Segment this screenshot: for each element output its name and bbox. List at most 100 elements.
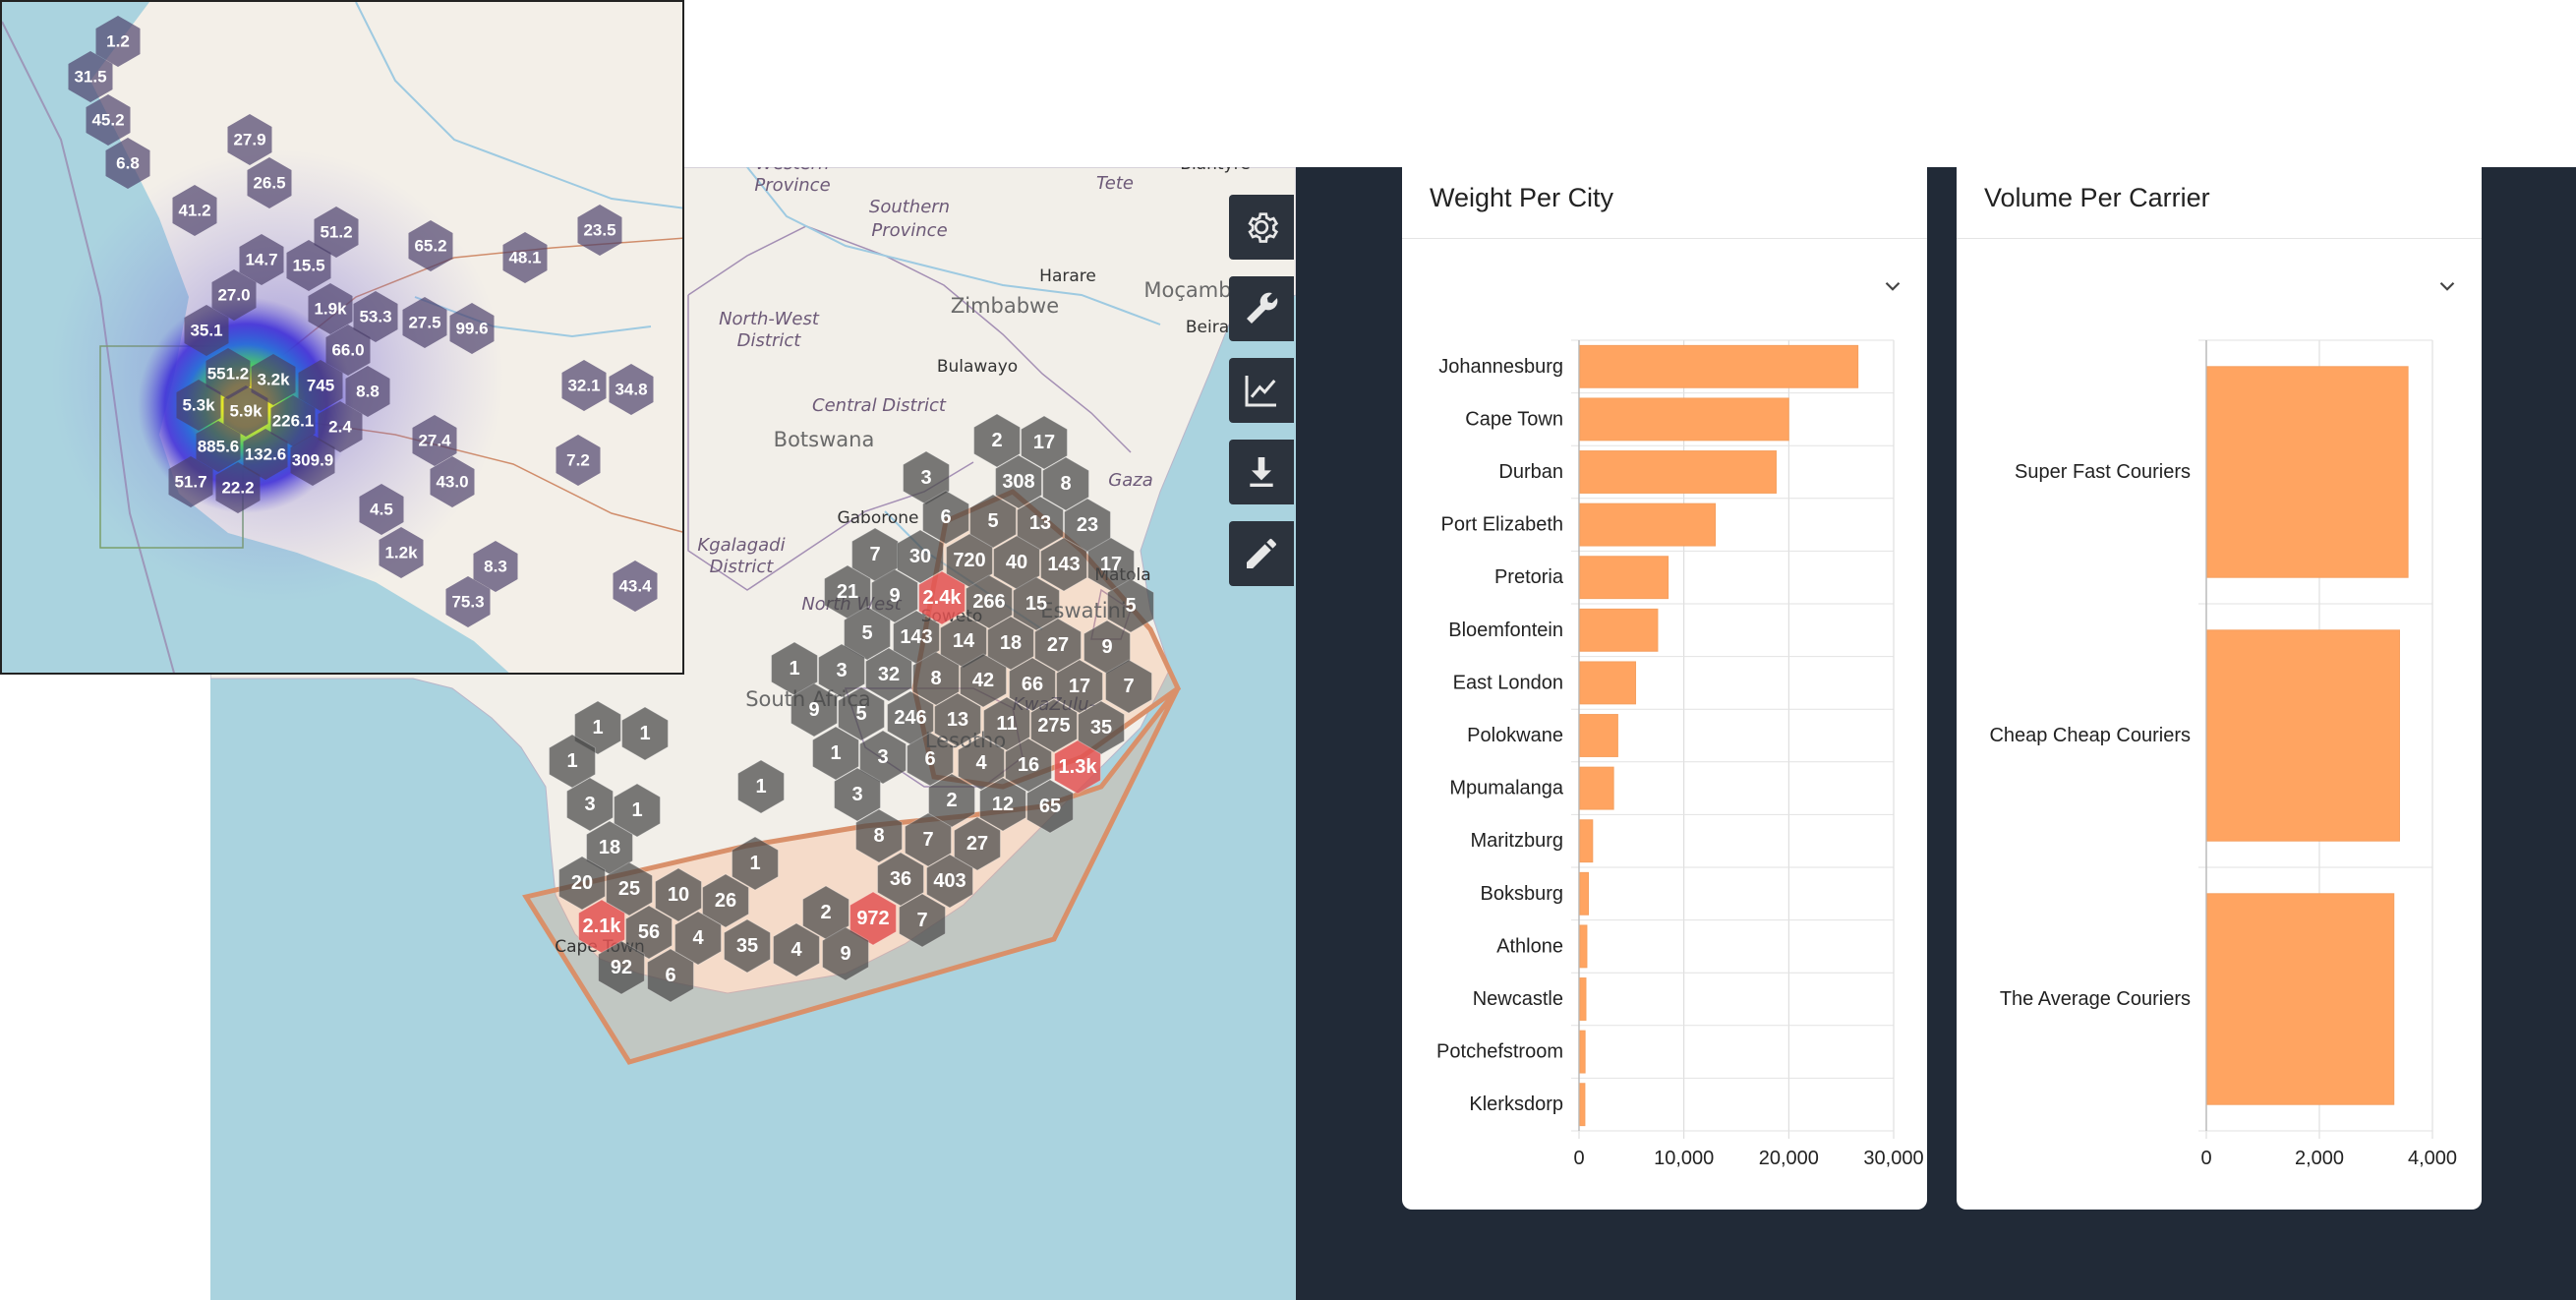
- map-hex-cluster[interactable]: 5: [1107, 578, 1154, 633]
- inset-hex-cluster[interactable]: 4.5: [359, 484, 404, 535]
- bar[interactable]: [2206, 629, 2400, 842]
- map-hex-cluster[interactable]: 16: [1005, 738, 1052, 793]
- bar[interactable]: [1579, 924, 1588, 969]
- inset-hex-cluster[interactable]: 5.3k: [176, 380, 221, 431]
- settings-button[interactable]: [1229, 195, 1294, 260]
- inset-hex-cluster[interactable]: 45.2: [86, 94, 131, 146]
- map-hex-cluster[interactable]: 143: [893, 610, 940, 665]
- map-hex-cluster[interactable]: 17: [1087, 537, 1135, 592]
- chevron-down-icon[interactable]: [2434, 273, 2460, 299]
- bar[interactable]: [1579, 450, 1777, 494]
- map-hex-cluster[interactable]: 9: [871, 568, 918, 623]
- bar[interactable]: [1579, 556, 1669, 600]
- bar[interactable]: [2206, 893, 2395, 1105]
- map-hex-cluster[interactable]: 18: [586, 820, 633, 875]
- inset-hex-cluster[interactable]: 51.7: [168, 456, 213, 507]
- map-hex-cluster[interactable]: 1: [812, 726, 859, 781]
- map-hex-cluster[interactable]: 27: [954, 816, 1001, 871]
- map-hex-cluster[interactable]: 3: [903, 450, 950, 505]
- inset-hex-cluster[interactable]: 1.9k: [308, 283, 353, 334]
- inset-hex-cluster[interactable]: 3.2k: [251, 354, 296, 405]
- map-hex-cluster[interactable]: 42: [960, 653, 1007, 708]
- inset-hex-cluster[interactable]: 309.9: [290, 435, 335, 486]
- map-hex-cluster[interactable]: 9: [790, 682, 838, 738]
- inset-hex-cluster[interactable]: 885.6: [196, 421, 241, 472]
- map-hex-cluster[interactable]: 40: [993, 535, 1040, 590]
- inset-hex-cluster[interactable]: 745: [298, 360, 343, 411]
- tools-button[interactable]: [1229, 276, 1294, 341]
- bar[interactable]: [1579, 502, 1717, 547]
- inset-map-canvas[interactable]: 1.231.5 45.2 6.8 27.9 26.5 41.2 51.2 65.2 48.1 23…: [2, 2, 684, 675]
- inset-hex-cluster[interactable]: 1.2k: [379, 527, 424, 578]
- inset-hex-cluster[interactable]: 22.2: [215, 462, 261, 513]
- inset-hex-cluster[interactable]: 53.3: [353, 291, 398, 342]
- map-hex-cluster[interactable]: 1: [549, 734, 596, 789]
- inset-hex-cluster[interactable]: 14.7: [239, 234, 284, 285]
- map-hex-cluster[interactable]: 8: [912, 651, 960, 706]
- map-view[interactable]: WesternProvinceSouthernProvinceBlantyreT…: [210, 167, 1296, 1300]
- map-hex-cluster[interactable]: 3: [566, 777, 614, 832]
- map-hex-cluster[interactable]: 14: [940, 614, 987, 669]
- map-hex-cluster[interactable]: 26: [702, 873, 749, 928]
- inset-hex-cluster[interactable]: 31.5: [68, 51, 113, 102]
- map-hex-cluster[interactable]: 6: [907, 732, 954, 787]
- inset-hex-cluster[interactable]: 6.8: [105, 138, 150, 189]
- chart-button[interactable]: [1229, 358, 1294, 423]
- inset-hex-cluster[interactable]: 75.3: [445, 576, 491, 627]
- bar[interactable]: [1579, 344, 1859, 388]
- map-hex-cluster[interactable]: 36: [877, 852, 924, 907]
- map-hex-cluster[interactable]: 403: [926, 854, 973, 909]
- inset-hex-cluster[interactable]: 27.4: [412, 415, 457, 466]
- map-hex-cluster[interactable]: 3: [834, 767, 881, 822]
- map-hex-cluster[interactable]: 4: [674, 911, 722, 966]
- map-hex-cluster[interactable]: 7: [1105, 659, 1152, 714]
- map-hex-cluster[interactable]: 66: [1009, 657, 1056, 712]
- bar[interactable]: [1579, 1083, 1586, 1127]
- download-button[interactable]: [1229, 440, 1294, 504]
- inset-hex-cluster[interactable]: 66.0: [325, 325, 371, 376]
- map-hex-cluster[interactable]: 7: [899, 893, 946, 948]
- inset-hex-cluster[interactable]: 8.3: [473, 541, 518, 592]
- map-hex-cluster[interactable]: 143: [1040, 537, 1087, 592]
- inset-hex-cluster[interactable]: 132.6: [243, 429, 288, 480]
- bar[interactable]: [1579, 397, 1789, 442]
- bar[interactable]: [1579, 871, 1590, 916]
- map-hex-cluster[interactable]: 20: [558, 856, 606, 911]
- map-hex-cluster[interactable]: 30: [897, 529, 944, 584]
- map-hex-cluster[interactable]: 12: [979, 777, 1026, 832]
- bar[interactable]: [1579, 714, 1618, 757]
- map-hex-cluster[interactable]: 8: [855, 808, 903, 863]
- map-hex-cluster[interactable]: 6: [647, 948, 694, 1003]
- inset-hex-cluster[interactable]: 7.2: [556, 435, 601, 486]
- bar[interactable]: [1579, 819, 1594, 863]
- map-hex-cluster[interactable]: 246: [887, 690, 934, 745]
- inset-hex-cluster[interactable]: 2.4: [318, 401, 363, 452]
- inset-hex-cluster[interactable]: 27.5: [402, 297, 447, 348]
- bar[interactable]: [1579, 608, 1659, 652]
- map-hex-cluster[interactable]: 5: [838, 686, 885, 741]
- inset-hex-cluster[interactable]: 43.0: [430, 456, 475, 507]
- inset-hex-cluster[interactable]: 27.9: [227, 114, 272, 165]
- inset-hex-cluster[interactable]: 43.4: [613, 561, 658, 612]
- inset-hex-cluster[interactable]: 1.2: [95, 16, 141, 67]
- map-hex-cluster[interactable]: 10: [655, 867, 702, 922]
- chevron-down-icon[interactable]: [1880, 273, 1905, 299]
- inset-hex-cluster[interactable]: 48.1: [502, 232, 548, 283]
- inset-hex-cluster[interactable]: 15.5: [286, 240, 331, 291]
- map-hex-cluster[interactable]: 275: [1030, 698, 1078, 753]
- edit-button[interactable]: [1229, 521, 1294, 586]
- map-hex-cluster[interactable]: 9: [1083, 620, 1131, 675]
- inset-hex-cluster[interactable]: 99.6: [449, 303, 495, 354]
- map-hex-cluster[interactable]: 2.4k: [918, 570, 966, 625]
- map-hex-cluster[interactable]: 972: [849, 891, 897, 946]
- inset-hex-cluster[interactable]: 34.8: [609, 364, 654, 415]
- bar[interactable]: [1579, 1030, 1586, 1074]
- map-hex-cluster[interactable]: 27: [1034, 618, 1082, 673]
- map-hex-cluster[interactable]: 266: [966, 574, 1013, 629]
- map-hex-cluster[interactable]: 25: [606, 861, 653, 916]
- map-hex-cluster[interactable]: 4: [773, 922, 820, 977]
- inset-hex-cluster[interactable]: 5.9k: [223, 385, 268, 437]
- map-hex-cluster[interactable]: 21: [824, 564, 871, 620]
- map-hex-cluster[interactable]: 6: [922, 490, 969, 545]
- bar[interactable]: [1579, 661, 1637, 705]
